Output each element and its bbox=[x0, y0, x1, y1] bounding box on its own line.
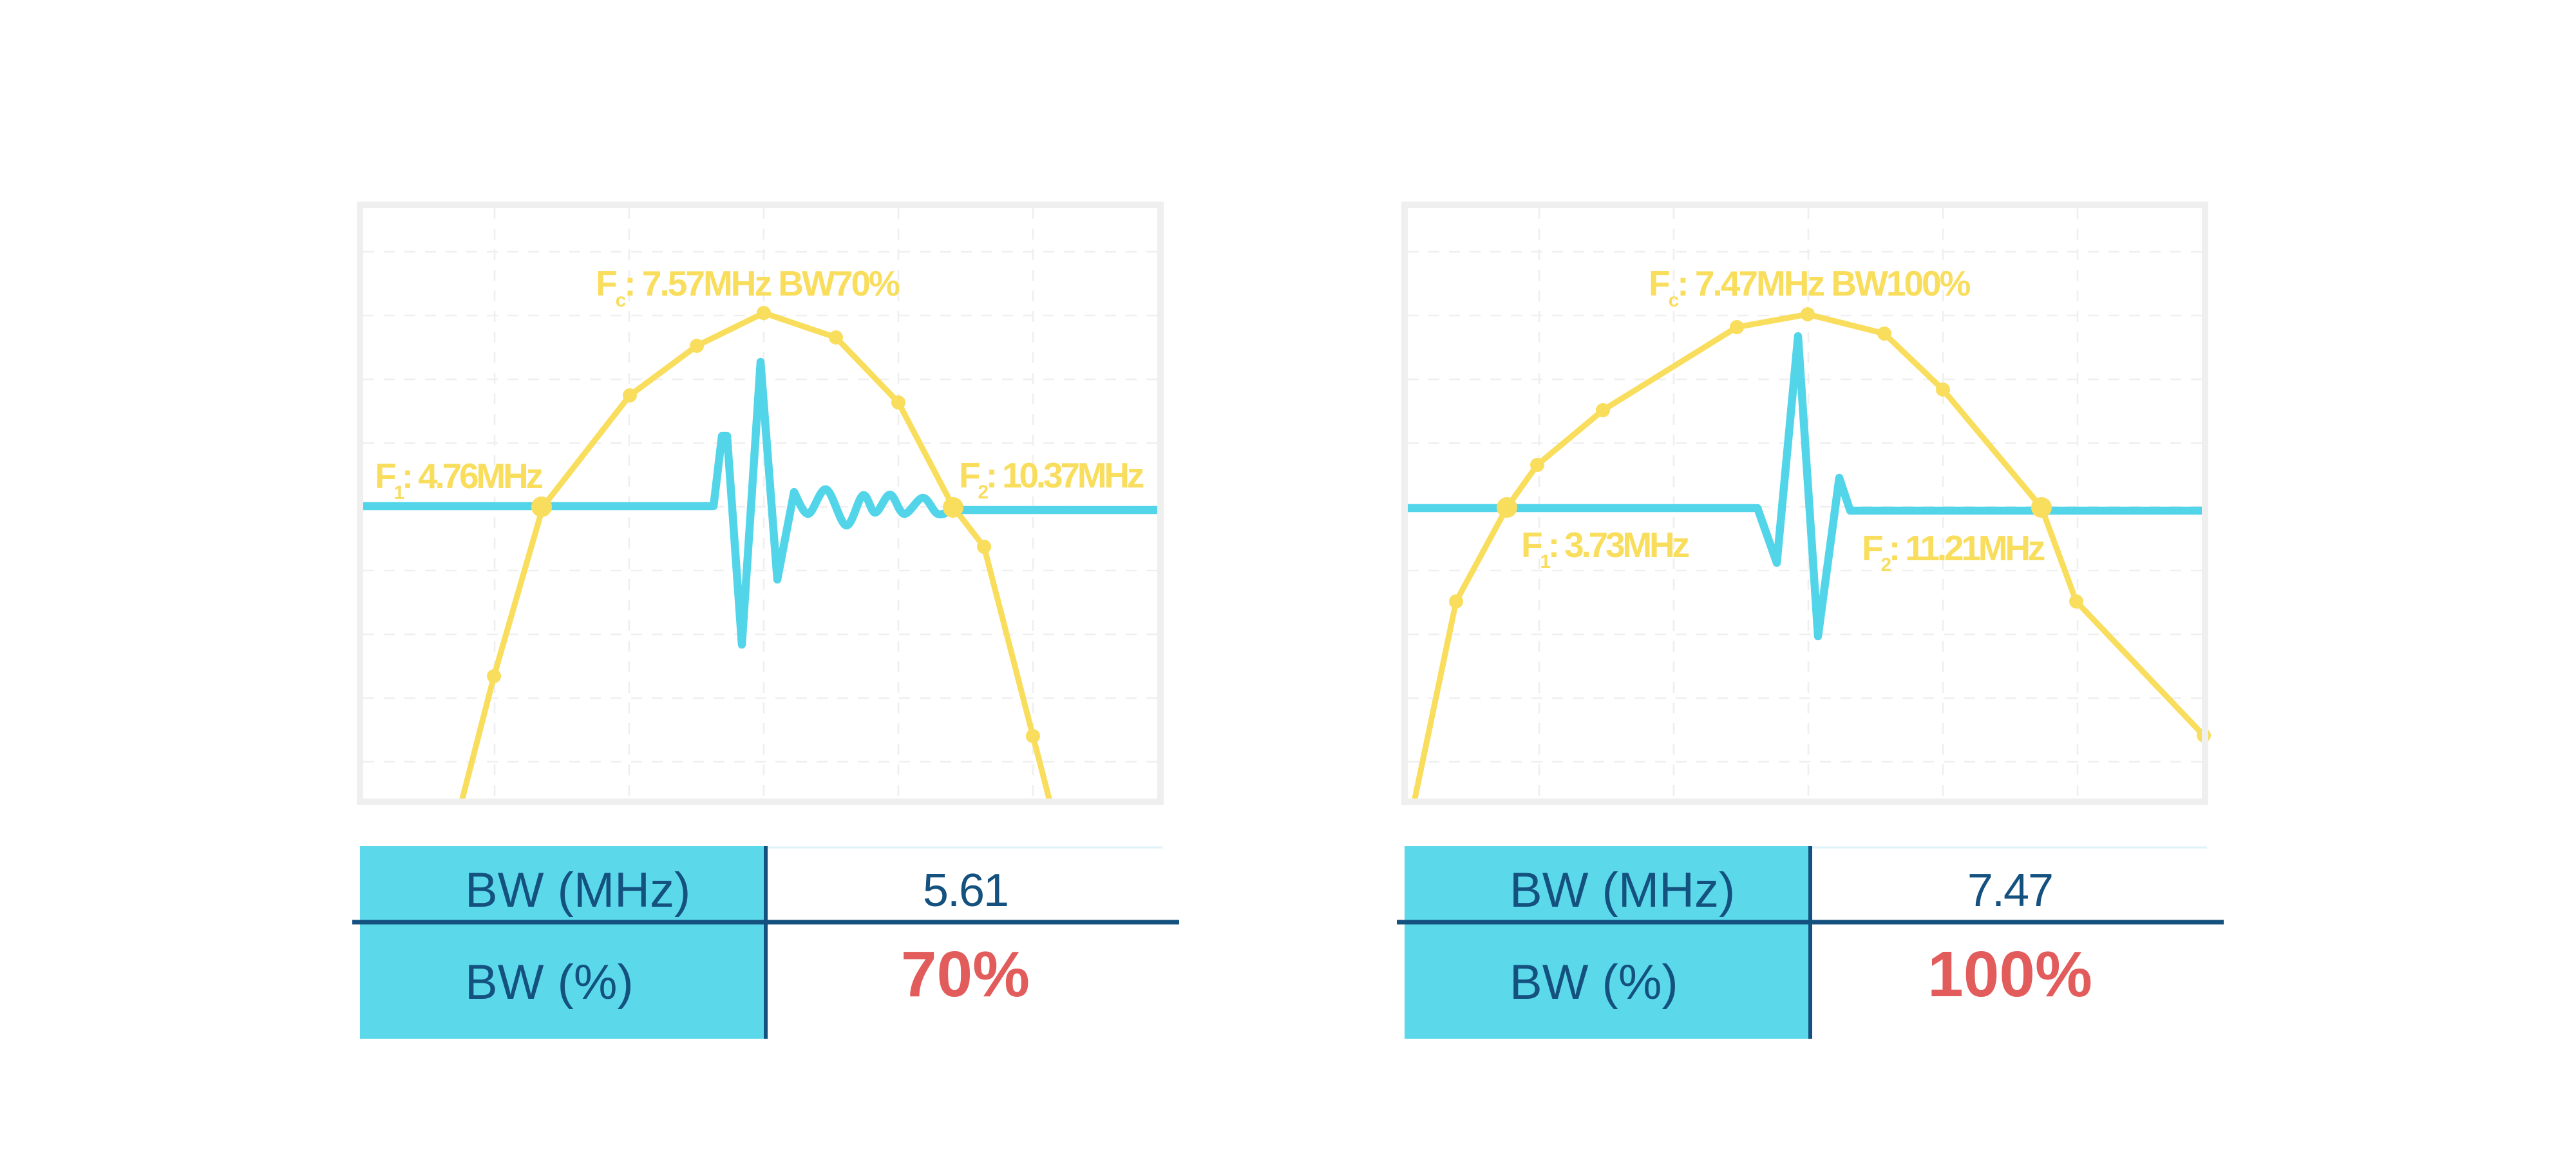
svg-text:F2: 11.21MHz: F2: 11.21MHz bbox=[1862, 528, 2045, 576]
svg-text:5.61: 5.61 bbox=[923, 865, 1008, 916]
svg-text:7.47: 7.47 bbox=[1967, 865, 2052, 916]
svg-text:BW (%): BW (%) bbox=[1510, 955, 1678, 1010]
svg-text:Fc: 7.47MHz BW100%: Fc: 7.47MHz BW100% bbox=[1649, 263, 1971, 311]
svg-text:BW (MHz): BW (MHz) bbox=[465, 863, 690, 918]
svg-text:70%: 70% bbox=[901, 938, 1030, 1010]
svg-text:F1: 3.73MHz: F1: 3.73MHz bbox=[1521, 525, 1689, 572]
svg-text:F1: 4.76MHz: F1: 4.76MHz bbox=[375, 456, 542, 504]
svg-text:F2: 10.37MHz: F2: 10.37MHz bbox=[959, 455, 1144, 503]
svg-text:100%: 100% bbox=[1927, 938, 2092, 1010]
svg-text:BW (MHz): BW (MHz) bbox=[1510, 863, 1735, 918]
svg-text:BW (%): BW (%) bbox=[465, 955, 634, 1010]
svg-text:Fc: 7.57MHz BW70%: Fc: 7.57MHz BW70% bbox=[596, 263, 900, 311]
